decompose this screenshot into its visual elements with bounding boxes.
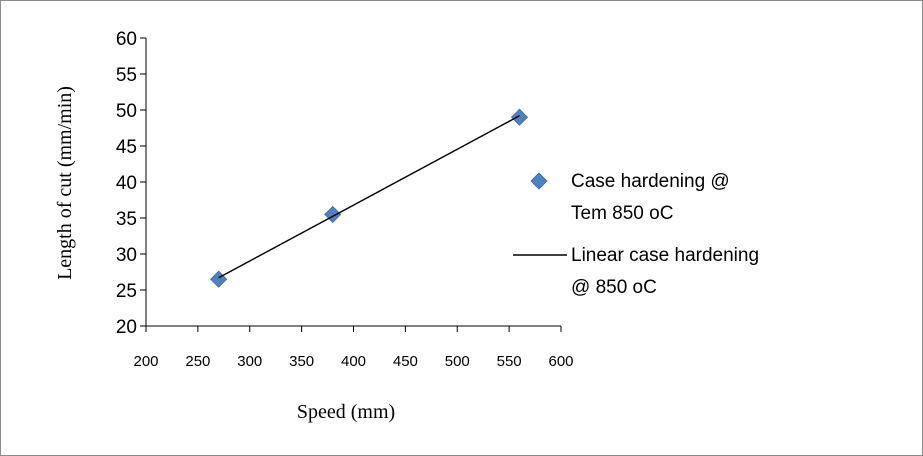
y-tick-label: 30 bbox=[116, 245, 137, 266]
y-axis: 20 25 30 35 40 45 50 55 60 bbox=[116, 29, 147, 338]
legend-entry-text: Case hardening @ bbox=[571, 171, 730, 192]
y-axis-title: Length of cut (mm/min) bbox=[54, 86, 76, 280]
y-tick-label: 25 bbox=[116, 281, 137, 302]
trendline bbox=[218, 115, 520, 279]
x-tick-label: 300 bbox=[237, 353, 262, 370]
plot-area bbox=[210, 108, 529, 288]
legend-entry-text: @ 850 oC bbox=[571, 277, 657, 298]
x-tick-label: 350 bbox=[289, 353, 314, 370]
x-axis-title: Speed (mm) bbox=[297, 401, 395, 423]
y-tick-label: 60 bbox=[116, 29, 137, 50]
legend: Case hardening @ Tem 850 oC Linear case ha… bbox=[513, 171, 759, 298]
legend-diamond-swatch bbox=[530, 172, 548, 190]
legend-entry-text: Linear case hardening bbox=[571, 245, 759, 266]
x-tick-label: 500 bbox=[445, 353, 470, 370]
data-point bbox=[510, 108, 529, 126]
x-tick-label: 550 bbox=[497, 353, 522, 370]
y-tick-label: 55 bbox=[116, 65, 137, 86]
y-tick-label: 20 bbox=[116, 317, 137, 338]
y-tick-label: 35 bbox=[116, 209, 137, 230]
y-tick-label: 40 bbox=[116, 173, 137, 194]
x-axis: 200 250 300 350 400 450 500 550 600 bbox=[133, 325, 574, 370]
data-point bbox=[210, 270, 228, 288]
y-tick-label: 50 bbox=[116, 101, 137, 122]
x-tick-label: 200 bbox=[133, 353, 158, 370]
legend-entry-text: Tem 850 oC bbox=[571, 203, 673, 224]
x-tick-label: 450 bbox=[393, 353, 418, 370]
y-tick-label: 45 bbox=[116, 137, 137, 158]
x-tick-label: 250 bbox=[185, 353, 210, 370]
x-tick-label: 600 bbox=[548, 353, 573, 370]
x-tick-label: 400 bbox=[341, 353, 366, 370]
